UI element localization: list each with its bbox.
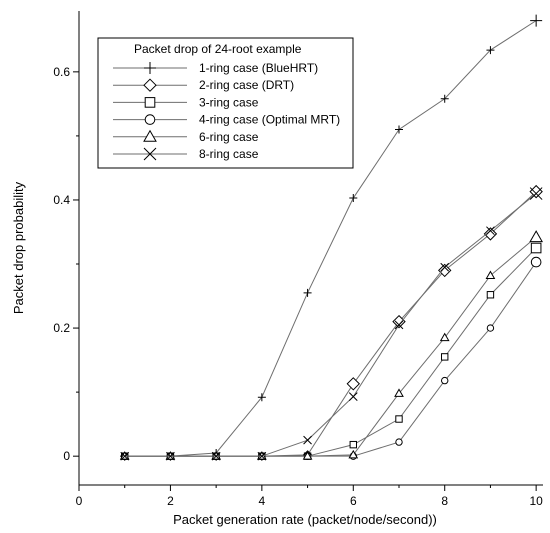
legend-item: 1-ring case (BlueHRT) <box>113 61 318 75</box>
legend-title: Packet drop of 24-root example <box>134 42 302 56</box>
x-axis-label: Packet generation rate (packet/node/seco… <box>173 512 437 527</box>
triangle-marker <box>485 270 496 280</box>
legend-label: 3-ring case <box>199 95 259 109</box>
legend-label: 6-ring case <box>199 130 259 144</box>
diamond-marker <box>143 78 157 92</box>
x-marker <box>303 435 312 445</box>
plus-marker <box>486 46 495 55</box>
triangle-marker <box>529 230 544 243</box>
legend-item: 4-ring case (Optimal MRT) <box>113 113 340 127</box>
x-axis-ticks: 0 2 4 6 8 10 <box>76 485 543 508</box>
series-3 <box>121 242 542 460</box>
plus-marker <box>349 194 358 203</box>
x-marker <box>440 262 450 272</box>
series-6 <box>120 187 543 461</box>
y-tick-label: 0.6 <box>53 65 70 79</box>
diamond-marker <box>483 227 498 241</box>
y-tick-label: 0 <box>63 449 70 463</box>
x-marker <box>529 187 543 200</box>
x-tick-label: 2 <box>167 494 174 508</box>
legend-label: 2-ring case (DRT) <box>199 78 294 92</box>
y-tick-label: 0.4 <box>53 193 70 207</box>
circle-marker <box>395 438 403 446</box>
series-line <box>124 261 537 457</box>
legend-label: 4-ring case (Optimal MRT) <box>199 113 340 127</box>
legend-item: 3-ring case <box>113 95 259 109</box>
square-marker <box>530 242 542 254</box>
series-5 <box>119 230 544 460</box>
triangle-marker <box>394 388 404 397</box>
x-marker <box>166 451 175 461</box>
x-marker <box>348 392 358 401</box>
legend-items: 1-ring case (BlueHRT) 2-ring case (DRT) 3-… <box>113 61 340 161</box>
legend-item: 2-ring case (DRT) <box>113 78 294 92</box>
triangle-marker <box>143 129 157 142</box>
circle-marker <box>530 256 542 268</box>
series-line <box>124 20 537 457</box>
y-axis-label: Packet drop probability <box>11 181 26 314</box>
axes <box>78 11 543 486</box>
series-layer <box>119 14 544 461</box>
y-axis-ticks: 0 0.2 0.4 0.6 <box>53 65 79 463</box>
triangle-marker <box>439 332 450 342</box>
series-4 <box>121 256 542 460</box>
plus-marker <box>257 393 266 402</box>
square-marker <box>486 291 495 299</box>
plus-marker <box>144 62 156 74</box>
series-line <box>124 247 537 457</box>
diamond-marker <box>346 377 360 391</box>
legend-label: 1-ring case (BlueHRT) <box>199 61 318 75</box>
x-tick-label: 4 <box>259 494 266 508</box>
x-marker <box>257 451 267 461</box>
legend-box <box>97 37 354 169</box>
x-tick-label: 6 <box>350 494 357 508</box>
square-marker <box>441 353 449 361</box>
plus-marker <box>395 125 403 134</box>
diamond-marker <box>438 263 452 278</box>
x-marker <box>120 451 130 461</box>
plus-marker <box>303 288 312 297</box>
x-tick-label: 8 <box>441 494 448 508</box>
square-marker <box>144 97 156 108</box>
circle-marker <box>441 376 449 385</box>
y-tick-label: 0.2 <box>53 321 70 335</box>
series-2 <box>120 184 543 461</box>
legend: Packet drop of 24-root example 1-ring ca… <box>97 37 354 169</box>
x-marker <box>211 451 221 461</box>
triangle-marker <box>302 451 313 460</box>
triangle-marker <box>348 449 359 459</box>
x-tick-label: 10 <box>529 494 543 508</box>
x-tick-label: 0 <box>76 494 83 508</box>
legend-item: 8-ring case <box>113 147 259 161</box>
x-marker <box>143 147 157 161</box>
plus-marker <box>530 14 543 27</box>
series-line <box>124 193 537 457</box>
square-marker <box>349 440 357 449</box>
square-marker <box>395 415 403 423</box>
x-marker <box>486 226 495 236</box>
x-marker <box>394 320 404 330</box>
legend-item: 6-ring case <box>113 129 259 144</box>
legend-label: 8-ring case <box>199 147 259 161</box>
circle-marker <box>144 114 156 125</box>
circle-marker <box>486 324 495 332</box>
plus-marker <box>440 94 449 103</box>
series-line <box>124 191 537 457</box>
